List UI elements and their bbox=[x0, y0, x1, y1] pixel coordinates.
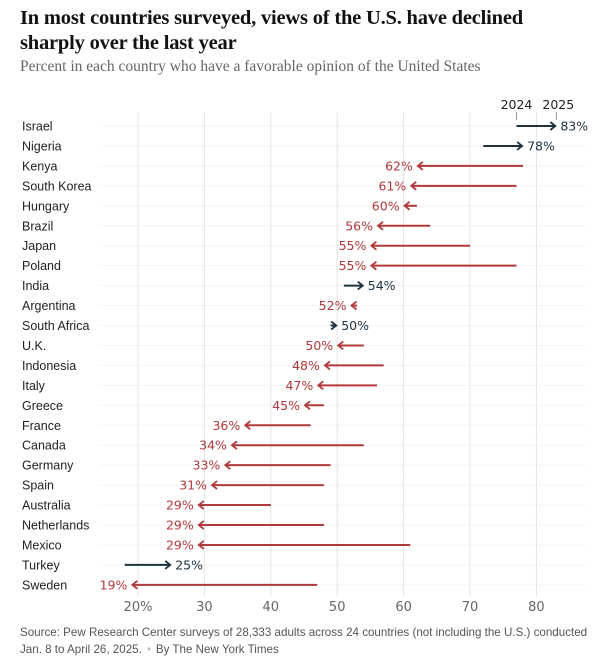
x-tick-label: 30 bbox=[196, 600, 213, 615]
country-label: Canada bbox=[22, 439, 66, 453]
year-label-end: 2025 bbox=[542, 97, 574, 112]
country-label: South Africa bbox=[22, 319, 89, 333]
x-tick-label: 20% bbox=[124, 600, 153, 615]
value-label: 29% bbox=[166, 498, 194, 513]
arrow-chart: Israel 83% Nigeria 78% Kenya 62% South Korea 61… bbox=[22, 97, 588, 615]
country-label: Hungary bbox=[22, 199, 70, 213]
row: Germany 33% bbox=[22, 458, 585, 473]
value-label: 56% bbox=[345, 218, 373, 233]
row: Mexico 29% bbox=[22, 537, 585, 552]
value-label: 29% bbox=[166, 537, 194, 552]
value-label: 33% bbox=[193, 458, 221, 473]
row: Japan 55% bbox=[22, 238, 585, 253]
value-label: 55% bbox=[339, 258, 367, 273]
country-label: India bbox=[22, 279, 49, 293]
country-label: Australia bbox=[22, 499, 71, 513]
x-tick-label: 70 bbox=[462, 600, 479, 615]
year-label-start: 2024 bbox=[501, 97, 533, 112]
x-tick-label: 50 bbox=[329, 600, 346, 615]
row: Hungary 60% bbox=[22, 198, 585, 213]
value-label: 48% bbox=[292, 358, 320, 373]
country-label: Brazil bbox=[22, 219, 53, 233]
value-label: 29% bbox=[166, 518, 194, 533]
row: Australia 29% bbox=[22, 498, 585, 513]
chart-subtitle: Percent in each country who have a favor… bbox=[20, 58, 481, 75]
source-text: Source: Pew Research Center surveys of 2… bbox=[20, 626, 588, 656]
country-label: Poland bbox=[22, 259, 61, 273]
row: Poland 55% bbox=[22, 258, 585, 273]
country-label: Indonesia bbox=[22, 359, 76, 373]
row: Israel 83% bbox=[22, 119, 588, 134]
country-label: Sweden bbox=[22, 578, 67, 592]
row: South Africa 50% bbox=[22, 318, 585, 333]
country-label: Mexico bbox=[22, 538, 62, 552]
byline: By The New York Times bbox=[155, 643, 279, 656]
row: France 36% bbox=[22, 418, 585, 433]
row: Indonesia 48% bbox=[22, 358, 585, 373]
value-label: 31% bbox=[179, 478, 207, 493]
country-label: Greece bbox=[22, 399, 63, 413]
country-label: Nigeria bbox=[22, 139, 62, 153]
x-tick-label: 40 bbox=[263, 600, 280, 615]
value-label: 61% bbox=[378, 178, 406, 193]
value-label: 52% bbox=[319, 298, 347, 313]
country-label: Germany bbox=[22, 459, 74, 473]
row: India 54% bbox=[22, 278, 585, 293]
row: Nigeria 78% bbox=[22, 138, 585, 153]
x-tick-label: 80 bbox=[528, 600, 545, 615]
value-label: 83% bbox=[560, 119, 588, 134]
value-label: 60% bbox=[372, 198, 400, 213]
value-label: 34% bbox=[199, 438, 227, 453]
row: Italy 47% bbox=[22, 378, 585, 393]
row: Spain 31% bbox=[22, 478, 585, 493]
country-label: France bbox=[22, 419, 61, 433]
country-label: Kenya bbox=[22, 159, 57, 173]
row: South Korea 61% bbox=[22, 178, 585, 193]
x-tick-label: 60 bbox=[395, 600, 412, 615]
value-label: 50% bbox=[305, 338, 333, 353]
value-label: 25% bbox=[175, 557, 203, 572]
value-label: 78% bbox=[527, 138, 555, 153]
value-label: 47% bbox=[285, 378, 313, 393]
x-axis: 20% 30 40 50 60 70 80 bbox=[124, 600, 545, 615]
value-label: 45% bbox=[272, 398, 300, 413]
row: Sweden 19% bbox=[22, 577, 585, 592]
value-label: 62% bbox=[385, 158, 413, 173]
country-label: Japan bbox=[22, 239, 56, 253]
source-note: Source: Pew Research Center surveys of 2… bbox=[20, 624, 595, 658]
rows: Israel 83% Nigeria 78% Kenya 62% South Korea 61… bbox=[22, 119, 588, 593]
value-label: 55% bbox=[339, 238, 367, 253]
value-label: 19% bbox=[100, 577, 128, 592]
row: Argentina 52% bbox=[22, 298, 585, 313]
row: Greece 45% bbox=[22, 398, 585, 413]
country-label: Spain bbox=[22, 479, 54, 493]
chart-title: In most countries surveyed, views of the… bbox=[20, 7, 523, 54]
country-label: Netherlands bbox=[22, 519, 89, 533]
row: Netherlands 29% bbox=[22, 518, 585, 533]
row: Kenya 62% bbox=[22, 158, 585, 173]
country-label: Argentina bbox=[22, 299, 76, 313]
country-label: Turkey bbox=[22, 558, 60, 572]
value-label: 36% bbox=[212, 418, 240, 433]
country-label: South Korea bbox=[22, 179, 92, 193]
row: Brazil 56% bbox=[22, 218, 585, 233]
value-label: 50% bbox=[341, 318, 369, 333]
year-header: 2024 2025 bbox=[501, 97, 574, 120]
separator-dot: • bbox=[146, 643, 151, 656]
row: U.K. 50% bbox=[22, 338, 585, 353]
country-label: Israel bbox=[22, 120, 53, 134]
country-label: Italy bbox=[22, 379, 46, 393]
country-label: U.K. bbox=[22, 339, 46, 353]
row: Turkey 25% bbox=[22, 557, 585, 572]
row: Canada 34% bbox=[22, 438, 585, 453]
gridlines bbox=[137, 112, 537, 596]
value-label: 54% bbox=[368, 278, 396, 293]
